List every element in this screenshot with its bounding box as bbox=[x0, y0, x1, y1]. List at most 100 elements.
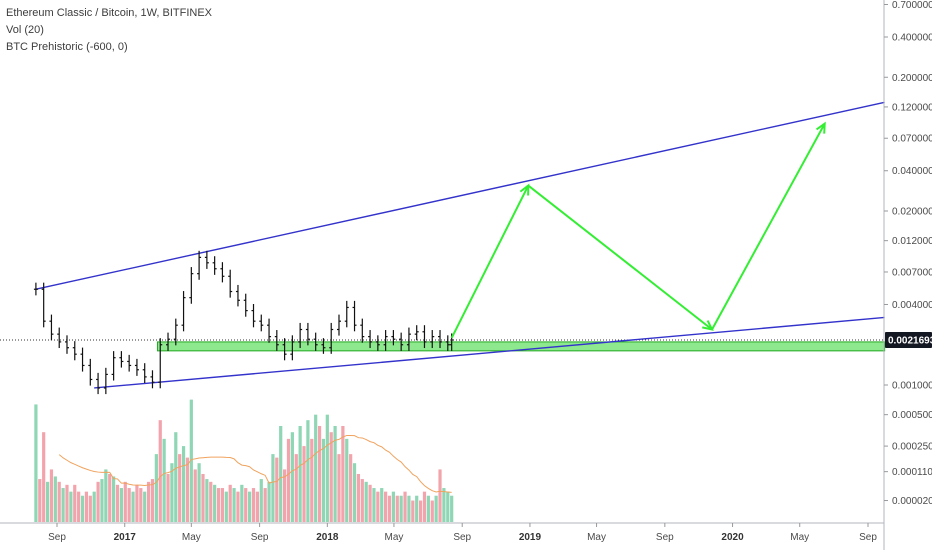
volume-bar bbox=[391, 491, 395, 522]
volume-bar bbox=[150, 479, 155, 522]
channel-lower-line bbox=[94, 316, 885, 389]
volume-bar bbox=[290, 432, 294, 522]
volume-histogram bbox=[34, 399, 454, 522]
volume-bar bbox=[88, 495, 92, 522]
volume-bar bbox=[248, 491, 252, 522]
volume-bar bbox=[430, 500, 434, 522]
volume-bar bbox=[411, 500, 415, 522]
volume-bar bbox=[197, 463, 201, 522]
volume-bar bbox=[143, 491, 147, 522]
volume-bar bbox=[337, 454, 341, 522]
volume-bar bbox=[224, 491, 228, 522]
volume-bar bbox=[263, 488, 267, 522]
time-tick-label: 2019 bbox=[519, 532, 542, 543]
volume-bar bbox=[426, 495, 430, 522]
legend-indicator[interactable]: BTC Prehistoric (-600, 0) bbox=[6, 41, 128, 53]
volume-bar bbox=[45, 481, 50, 522]
volume-bar bbox=[380, 488, 384, 522]
volume-bar bbox=[220, 488, 225, 522]
time-tick-label: Sep bbox=[251, 532, 269, 543]
volume-bar bbox=[154, 454, 158, 522]
volume-bar bbox=[119, 488, 123, 522]
price-candles bbox=[33, 250, 454, 395]
channel-upper-line bbox=[35, 101, 885, 290]
volume-bar bbox=[349, 454, 353, 522]
current-price-badge bbox=[885, 332, 932, 349]
volume-bar bbox=[376, 491, 380, 522]
volume-bar bbox=[80, 495, 85, 522]
volume-bar bbox=[395, 495, 399, 522]
volume-bar bbox=[279, 425, 283, 522]
volume-bar bbox=[325, 414, 329, 522]
legend-volume[interactable]: Vol (20) bbox=[6, 24, 44, 36]
volume-bar bbox=[286, 438, 291, 522]
volume-bar bbox=[158, 420, 162, 522]
volume-bar bbox=[333, 425, 337, 522]
price-channel bbox=[35, 101, 885, 389]
volume-bar bbox=[298, 425, 302, 522]
volume-bar bbox=[53, 476, 57, 522]
volume-bar bbox=[57, 481, 61, 522]
time-tick-label: 2017 bbox=[114, 532, 137, 543]
volume-bar bbox=[193, 469, 197, 522]
volume-bar bbox=[310, 438, 314, 522]
volume-bar bbox=[244, 488, 248, 522]
volume-bar bbox=[407, 495, 411, 522]
time-tick-label: Sep bbox=[48, 532, 66, 543]
volume-bar bbox=[174, 432, 178, 522]
volume-bar bbox=[384, 491, 388, 522]
volume-bar bbox=[267, 481, 271, 522]
support-zone bbox=[156, 341, 886, 352]
volume-bar bbox=[139, 488, 143, 522]
volume-bar bbox=[115, 484, 120, 522]
time-axis[interactable]: Sep 2017 May Sep 2018 May Sep 2019 May Sep 2020 May… bbox=[0, 522, 884, 543]
volume-bar bbox=[240, 484, 244, 522]
volume-bar bbox=[314, 414, 318, 522]
volume-bar bbox=[100, 479, 104, 522]
volume-bar bbox=[185, 457, 190, 522]
time-tick-label: May bbox=[384, 532, 403, 543]
volume-bar bbox=[213, 484, 217, 522]
volume-bar bbox=[438, 469, 442, 522]
projection-arrow-segment bbox=[527, 184, 713, 331]
volume-bar bbox=[205, 479, 209, 522]
volume-bar bbox=[127, 488, 131, 522]
volume-bar bbox=[112, 476, 116, 522]
time-tick-label: 2018 bbox=[316, 532, 339, 543]
volume-bar bbox=[282, 469, 287, 522]
volume-bar bbox=[61, 488, 65, 522]
volume-bar bbox=[69, 491, 73, 522]
volume-bar bbox=[251, 488, 256, 522]
volume-bar bbox=[403, 491, 407, 522]
volume-bar bbox=[345, 438, 349, 522]
time-tick-label: May bbox=[182, 532, 201, 543]
volume-bar bbox=[77, 491, 81, 522]
support-zone-rect bbox=[156, 341, 886, 352]
volume-bar bbox=[372, 488, 376, 522]
volume-bar bbox=[162, 438, 166, 522]
legend-symbol[interactable]: Ethereum Classic / Bitcoin, 1W, BITFINEX bbox=[6, 7, 213, 19]
projection-arrows bbox=[450, 121, 826, 339]
chart-legend: Ethereum Classic / Bitcoin, 1W, BITFINEX… bbox=[6, 5, 212, 56]
volume-bar bbox=[360, 479, 364, 522]
volume-bar bbox=[65, 484, 69, 522]
volume-bar bbox=[418, 500, 423, 522]
volume-bar bbox=[131, 491, 135, 522]
volume-bar bbox=[178, 454, 182, 522]
projection-arrow-segment bbox=[450, 185, 530, 339]
